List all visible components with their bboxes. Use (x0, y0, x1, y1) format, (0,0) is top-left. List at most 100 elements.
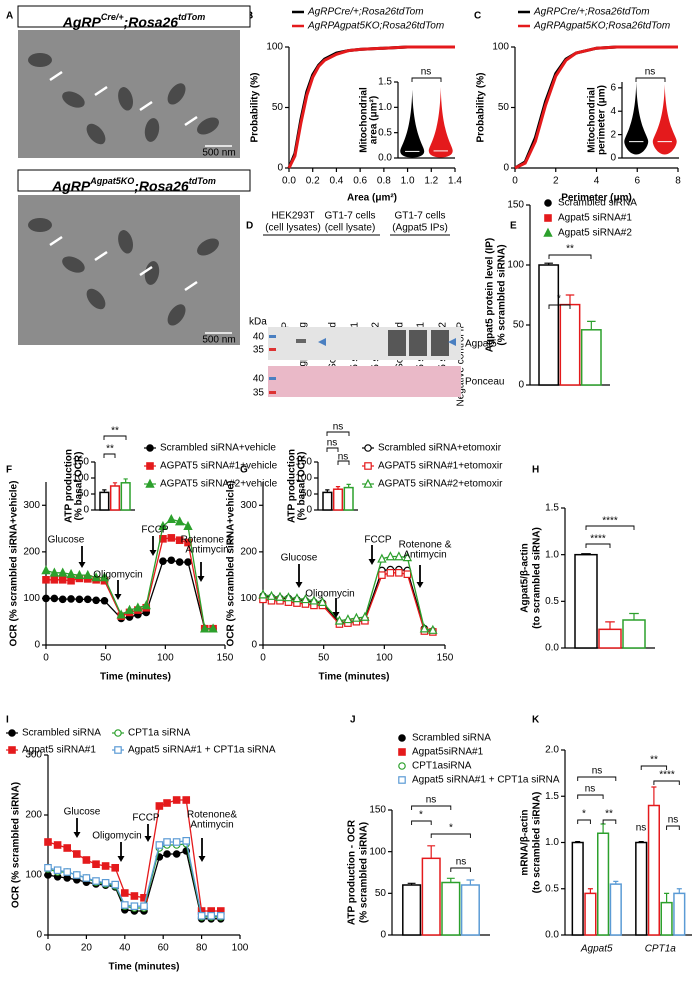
x-tick-label: 6 (634, 176, 640, 187)
arrow (184, 280, 198, 292)
y-tick-label: 0.5 (545, 883, 559, 894)
bracket (411, 77, 442, 82)
treatment-label: Rotenone & (181, 535, 234, 546)
y-tick-label: 0 (36, 930, 42, 941)
arrow (184, 115, 198, 127)
x-tick-label: 0.6 (353, 176, 367, 187)
y-axis-label: area (μm²) (369, 96, 380, 144)
scale-bar-label: 500 nm (202, 335, 235, 346)
y-tick-label: 150 (369, 805, 386, 816)
significance: ** (650, 755, 658, 766)
legend-label: Agpat5 siRNA#1 (558, 213, 632, 224)
treatment-label: Rotenone & (399, 540, 452, 551)
series-line (514, 45, 678, 170)
marker (275, 591, 285, 601)
y-tick-label: 50 (498, 102, 510, 113)
arrow-head (149, 550, 157, 556)
y-tick-label: 0 (380, 930, 386, 941)
error-bar (325, 489, 330, 493)
mitochondrion (62, 256, 85, 273)
marker (116, 609, 126, 619)
marker (428, 624, 438, 634)
y-axis-label: perimeter (μm) (597, 85, 608, 155)
significance: ** (605, 809, 613, 820)
marker (42, 594, 50, 603)
marker (167, 534, 176, 542)
legend-marker (364, 462, 372, 470)
y-tick-label: 200 (23, 546, 40, 557)
blot-ponceau (268, 366, 461, 397)
arrow-head (198, 856, 206, 862)
y-tick-label: 0.0 (545, 930, 559, 941)
x-tick-label: 150 (217, 653, 234, 664)
mitochondrion (86, 288, 106, 310)
marker (159, 557, 167, 565)
x-tick-label: 0.4 (329, 176, 343, 187)
mitochondrion (197, 117, 219, 135)
marker (378, 571, 386, 579)
significance: ** (566, 244, 574, 255)
arrow-head (144, 836, 152, 842)
marker (208, 623, 218, 633)
bracket (548, 304, 571, 309)
marker (174, 516, 185, 526)
marker (41, 565, 51, 575)
legend-label: AGPAT5 siRNA#2+etomoxir (378, 479, 503, 490)
mitochondrion (86, 123, 106, 145)
x-axis-label: Time (minutes) (109, 962, 180, 973)
x-axis-label: Area (μm²) (347, 193, 397, 204)
error-bar (587, 320, 596, 330)
y-tick-label: 1.5 (378, 77, 392, 88)
treatment-label: Oligomycin (93, 570, 142, 581)
band-arrow (448, 338, 456, 346)
y-tick-label: 100 (507, 260, 524, 271)
significance: **** (659, 770, 675, 781)
y-tick-label: 0 (83, 505, 89, 516)
significance: * (419, 810, 423, 821)
marker (402, 552, 413, 562)
bar (120, 482, 131, 511)
panel-letter: C (474, 11, 481, 22)
marker (72, 850, 81, 858)
ladder (269, 335, 276, 338)
band-arrow (318, 338, 326, 346)
legend-marker (398, 748, 406, 756)
treatment-label: Oligomycin (92, 831, 141, 842)
treatment-label: Rotenone& (187, 810, 237, 821)
y-tick-label: 0.5 (545, 596, 559, 607)
y-axis-label: OCR (% scrambled siRNA+vehicle) (9, 481, 20, 647)
legend-marker (544, 199, 552, 207)
marker (403, 570, 412, 579)
arrow-head (117, 856, 125, 862)
violin (624, 82, 649, 155)
legend-label: Scrambled siRNA+vehicle (160, 443, 276, 454)
blot-group: GT1-7 cells (324, 211, 375, 222)
significance: ns (327, 438, 338, 449)
legend-label: AgRPCre/+;Rosa26tdTom (533, 7, 650, 18)
x-axis-label: Time (minutes) (319, 672, 390, 683)
legend-label: AgRPCre/+;Rosa26tdTom (307, 7, 424, 18)
marker (120, 901, 129, 909)
error-bar (676, 888, 682, 894)
marker (72, 871, 81, 879)
marker (300, 594, 311, 604)
bracket (585, 525, 635, 530)
significance: ns (421, 67, 432, 78)
significance: ** (111, 426, 119, 437)
marker (419, 623, 430, 633)
y-tick-label: 2 (610, 129, 616, 140)
marker (82, 874, 91, 882)
y-tick-label: 100 (369, 846, 386, 857)
y-axis-label: OCR (% scrambled siRNA+vehicle) (226, 481, 237, 647)
error-bar (427, 845, 436, 859)
significance: ns (585, 784, 596, 795)
error-bar (407, 882, 416, 885)
label-part: Agpat5KO (89, 176, 134, 186)
marker (155, 841, 164, 849)
treatment-label: Antimycin (185, 545, 228, 556)
marker (395, 569, 403, 577)
label-box (17, 169, 251, 192)
panel-letter: K (532, 715, 540, 726)
lane-label: Negative control IP (456, 322, 467, 407)
x-tick-label: 2 (553, 176, 559, 187)
